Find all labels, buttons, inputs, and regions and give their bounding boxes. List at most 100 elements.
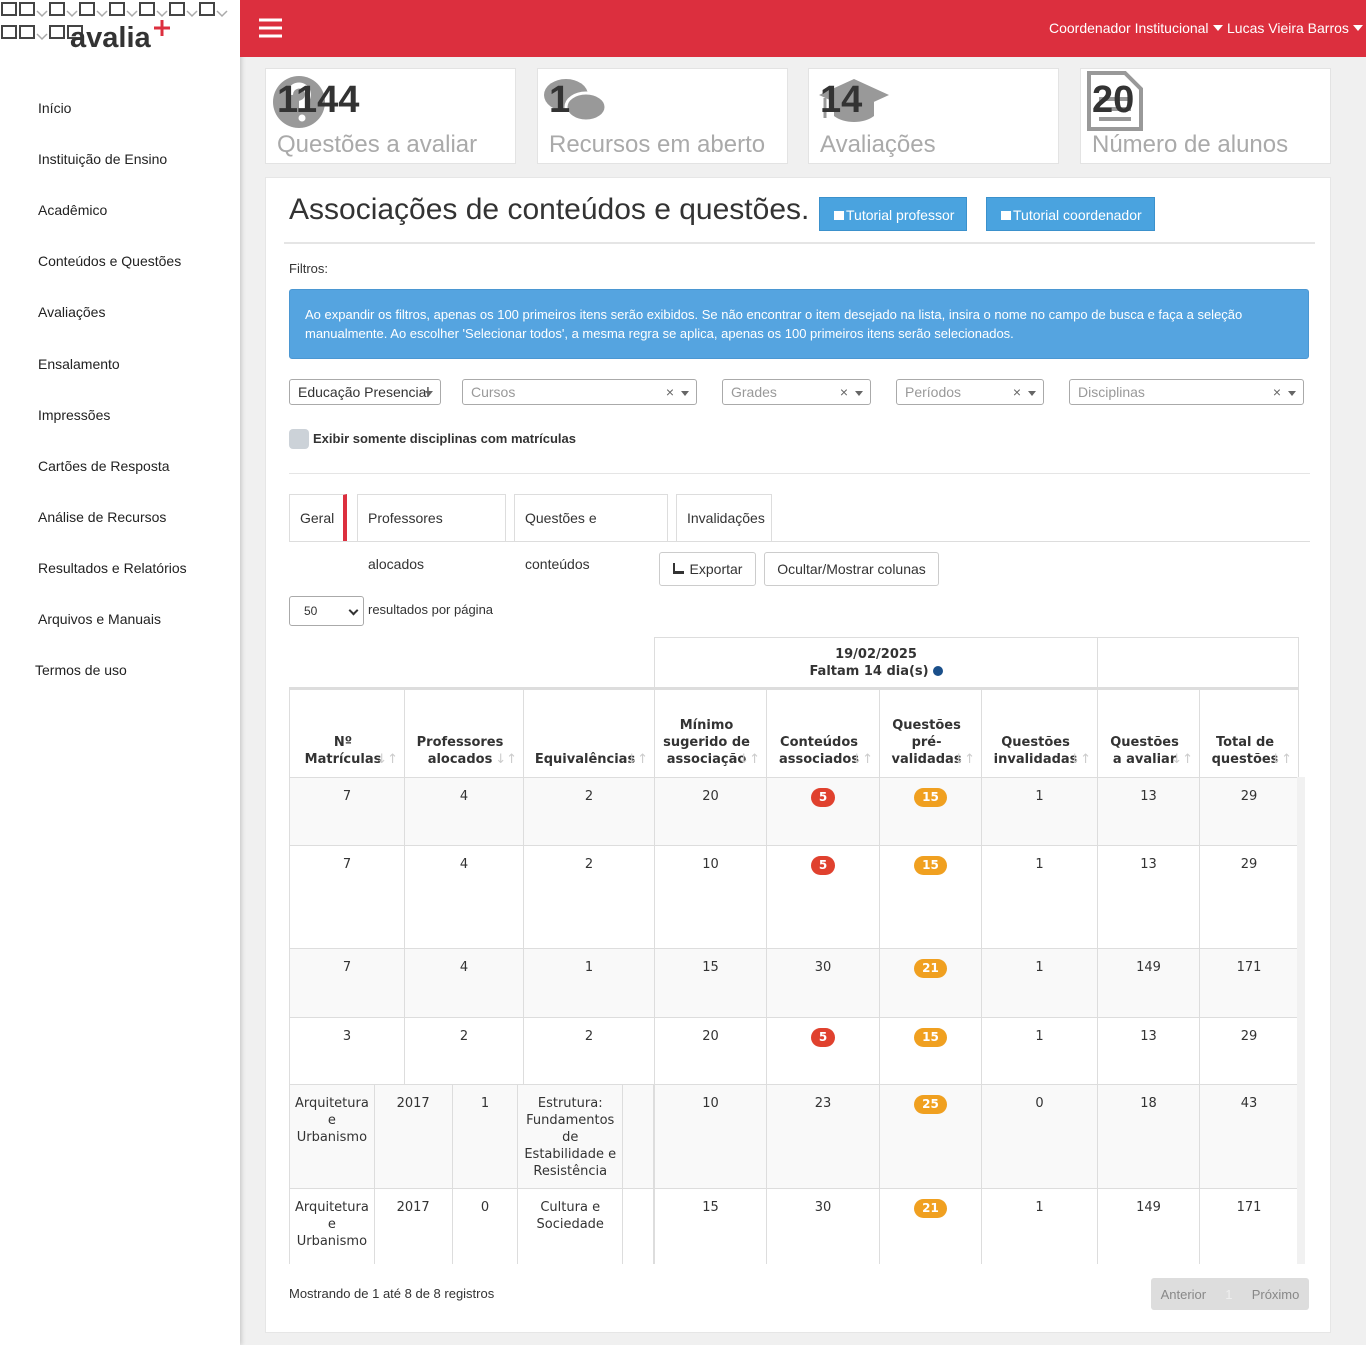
page-link[interactable]: Próximo <box>1251 1286 1300 1302</box>
menu-item[interactable]: Termos de uso <box>35 662 127 679</box>
checkbox[interactable] <box>289 429 309 449</box>
tutorial-button[interactable]: Tutorial coordenador <box>986 197 1155 231</box>
column-header[interactable]: Total de questões ↓↑ <box>1199 688 1300 778</box>
cell-text: 4 <box>459 960 469 975</box>
menu-item[interactable]: Avaliações <box>38 304 106 321</box>
page-link[interactable]: Anterior <box>1160 1286 1207 1302</box>
menu-item[interactable]: Análise de Recursos <box>38 508 167 525</box>
menu-icon <box>1 2 17 16</box>
filter-select[interactable]: Educação Presencial <box>289 379 441 405</box>
sidebar: avalia Início Instituição de Ensino Acadêm… <box>0 0 240 1345</box>
sort-icon: ↓↑ <box>1069 752 1092 767</box>
clear-x: × <box>1012 384 1021 400</box>
table-cell: 171 <box>1199 1188 1297 1264</box>
column-header[interactable]: Questões a avaliar ↓↑ <box>1097 688 1201 778</box>
chevron-shape <box>126 10 138 18</box>
chevron-shape <box>66 10 78 18</box>
tab[interactable]: Geral <box>289 494 347 542</box>
clear-x: × <box>839 384 848 400</box>
filter-select[interactable]: Períodos × <box>896 379 1044 405</box>
page-link[interactable]: 1 <box>1225 1286 1233 1302</box>
cell-text: 1 <box>1035 960 1044 975</box>
cell-text: 1 <box>1035 1029 1044 1044</box>
table-cell: 21 <box>879 1188 982 1264</box>
menu-item[interactable]: Arquivos e Manuais <box>38 611 161 627</box>
cell-text: 30 <box>814 1200 832 1215</box>
icon-shape <box>1099 97 1131 121</box>
menu-toggle[interactable] <box>259 18 283 40</box>
column-header[interactable]: Questões pré-validadas ↓↑ <box>879 688 983 778</box>
menu-item[interactable]: Início <box>38 100 72 116</box>
tab[interactable]: Invalidações <box>676 494 772 542</box>
table-cell: 5 <box>766 1017 880 1085</box>
chevron-shape <box>156 10 168 18</box>
column-header[interactable]: Nº Matrículas ↓↑ <box>289 688 405 778</box>
table-row: 7 4 2 20 5 15 1 13 29 <box>289 777 1297 846</box>
cell-text: 29 <box>1240 857 1258 872</box>
column-header[interactable]: Mínimo sugerido de associação ↓↑ <box>654 688 768 778</box>
tab[interactable]: Professores alocados <box>357 494 506 572</box>
stat-card: 20 Número de alunos <box>1080 68 1331 164</box>
menu-icon <box>49 2 65 16</box>
table-cell: 18 <box>1097 1084 1200 1189</box>
table-cell: 2 <box>404 1017 524 1085</box>
action-button[interactable]: Ocultar/Mostrar colunas <box>764 552 939 586</box>
course-cell: Arquitetura e Urbanismo 2017 0 Cultura e So… <box>289 1188 655 1264</box>
checkbox-label: Exibir somente disciplinas com matrícula… <box>313 431 576 446</box>
page-size-select[interactable]: 50 <box>289 596 364 626</box>
badge: 21 <box>914 1199 947 1218</box>
menu-icon <box>199 2 215 16</box>
cell-text: 1 <box>1035 789 1044 804</box>
table-cell: 2 <box>523 777 655 846</box>
action-button[interactable]: Exportar <box>659 552 756 586</box>
table-header: 19/02/2025 Faltam 14 dia(s) Nº Matrículas ↓… <box>289 637 1300 778</box>
table-row: 7 4 2 10 5 15 1 13 29 <box>289 845 1297 949</box>
cell-text: 7 <box>342 960 352 975</box>
select-arrow <box>681 391 689 396</box>
chevron <box>36 33 48 41</box>
select-text: Cursos <box>471 384 516 400</box>
icon-shape <box>1 25 17 39</box>
group-cell <box>1097 637 1300 689</box>
course-field: 2017 <box>375 1085 453 1188</box>
sort-icon: ↓↑ <box>738 752 761 767</box>
menu-icon <box>49 25 65 39</box>
tutorial-button[interactable]: Tutorial professor <box>819 197 967 231</box>
filter-select[interactable]: Disciplinas × <box>1069 379 1304 405</box>
cell-text: 4 <box>459 857 469 872</box>
topbar-dropdown[interactable]: Lucas Vieira Barros <box>1227 20 1363 36</box>
table-row: Arquitetura e Urbanismo 2017 1 Estrutura: F… <box>289 1084 1297 1189</box>
menu-item[interactable]: Acadêmico <box>38 202 108 219</box>
table-cell: 15 <box>654 948 767 1018</box>
column-header[interactable]: Conteúdos associados ↓↑ <box>766 688 881 778</box>
column-header[interactable]: Equivalências ↓↑ <box>522 688 656 778</box>
filter-select[interactable]: Grades × <box>722 379 871 405</box>
cell-text: 4 <box>459 789 469 804</box>
menu-item[interactable]: Resultados e Relatórios <box>38 559 187 576</box>
tab[interactable]: Questões e conteúdos <box>514 494 668 572</box>
cell-text: 29 <box>1240 1029 1258 1044</box>
menu-item[interactable]: Cartões de Resposta <box>38 457 170 474</box>
help-icon <box>932 665 943 676</box>
table-row: 7 4 1 15 30 21 1 149 171 <box>289 948 1297 1018</box>
menu-item[interactable]: Impressões <box>38 406 111 423</box>
group-date: 19/02/2025 <box>835 646 917 662</box>
filter-select[interactable]: Cursos × <box>462 379 697 405</box>
column-header[interactable]: Professores alocados ↓↑ <box>404 688 524 778</box>
icon-shape <box>199 2 215 16</box>
cell-text: 2 <box>584 857 594 872</box>
column-header[interactable]: Questões invalidadas ↓↑ <box>981 688 1099 778</box>
stat-value: 1144 <box>277 79 360 121</box>
topbar-dropdown[interactable]: Coordenador Institucional <box>1049 20 1223 36</box>
pagination: Anterior 1 Próximo <box>1151 1278 1309 1310</box>
course-group: Arquitetura e Urbanismo 2017 1 Estrutura: F… <box>291 1085 654 1188</box>
topbar: Coordenador Institucional Lucas Vieira Ba… <box>240 0 1366 57</box>
table-cell: 13 <box>1097 1017 1200 1085</box>
stat-card: 1144 Questões a avaliar <box>265 68 516 164</box>
menu-item[interactable]: Ensalamento <box>38 355 120 372</box>
menu-item[interactable]: Conteúdos e Questões <box>38 253 182 270</box>
column-header-row: Nº Matrículas ↓↑ Professores alocados ↓↑ Equ… <box>289 688 1300 778</box>
sort-icon: ↓↑ <box>626 752 649 767</box>
menu-item[interactable]: Instituição de Ensino <box>38 151 168 168</box>
group-cell <box>289 637 656 689</box>
